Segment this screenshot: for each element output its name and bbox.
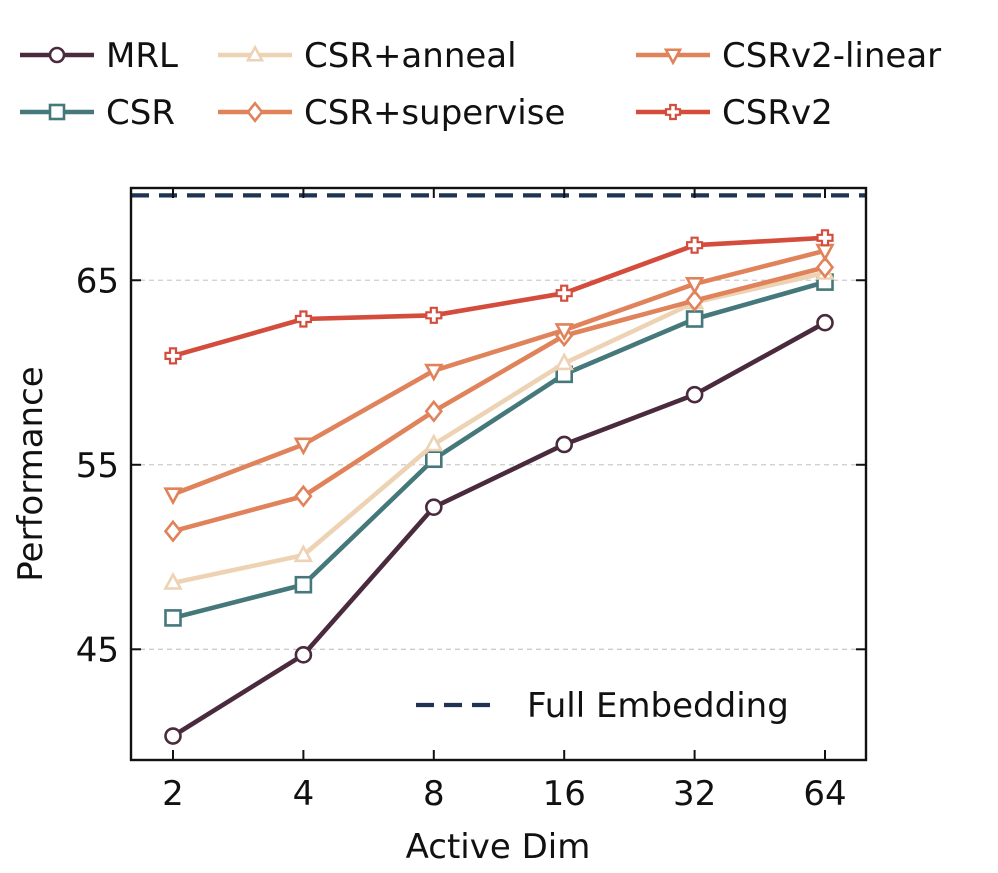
- data-point: [554, 323, 574, 342]
- data-point: [684, 277, 705, 295]
- series-line: [172, 279, 826, 621]
- data-point: [554, 352, 574, 371]
- legend-label: Full Embedding: [527, 686, 789, 726]
- data-point: [424, 433, 444, 452]
- legend-marker: [245, 44, 265, 62]
- y-tick-label: 65: [76, 261, 119, 301]
- data-point: [164, 347, 182, 365]
- data-point: [816, 229, 834, 247]
- legend-marker: [664, 103, 682, 121]
- x-tick-label: 16: [543, 774, 586, 814]
- legend-item: MRL: [20, 36, 178, 76]
- data-point: [424, 498, 443, 517]
- y-axis-label: Performance: [11, 366, 51, 581]
- data-point: [294, 310, 312, 328]
- data-point: [294, 484, 313, 508]
- legend-label: CSRv2-linear: [722, 36, 941, 76]
- series-line: [171, 320, 827, 738]
- data-point: [163, 571, 183, 590]
- data-point: [163, 487, 183, 506]
- data-point: [685, 385, 704, 404]
- data-point: [163, 519, 183, 543]
- y-tick-label: 55: [76, 446, 119, 486]
- data-point: [294, 575, 313, 594]
- series-csrv2: [164, 229, 834, 365]
- series-csr-anneal: [163, 261, 835, 590]
- legend-marker: [246, 101, 264, 123]
- legend-label: CSRv2: [722, 93, 833, 133]
- series-line: [172, 270, 826, 586]
- data-point: [294, 646, 313, 664]
- data-point: [293, 544, 314, 563]
- x-tick-label: 32: [673, 774, 716, 814]
- data-point: [425, 306, 443, 324]
- axis-ticks: 45 55 65 2 4 8 16 32 64: [76, 188, 866, 814]
- data-point: [685, 310, 704, 328]
- data-point: [816, 313, 834, 332]
- legend-label: MRL: [106, 36, 178, 76]
- data-point: [424, 450, 443, 469]
- series-line: [172, 265, 826, 534]
- data-point: [424, 399, 443, 423]
- legend-label: CSR+supervise: [304, 93, 565, 133]
- legend-label: CSR+anneal: [304, 36, 517, 76]
- series-csr-supervise: [163, 255, 835, 543]
- legend: MRL CSR CSR+anneal CSR+supervise CSRv2-linea…: [20, 36, 941, 133]
- plot-frame: [129, 186, 868, 762]
- legend-item: CSR+supervise: [218, 93, 565, 133]
- legend-marker: [48, 46, 66, 64]
- series-csr: [164, 273, 834, 627]
- x-axis-label: Active Dim: [406, 827, 591, 867]
- y-tick-label: 45: [76, 630, 119, 670]
- legend-label: CSR: [106, 93, 175, 133]
- x-tick-label: 4: [293, 774, 315, 814]
- legend-item: CSR: [20, 93, 175, 133]
- series-line: [172, 248, 826, 497]
- legend-item: CSRv2: [636, 93, 833, 133]
- data-point: [555, 284, 573, 302]
- data-point: [555, 435, 574, 454]
- x-tick-label: 64: [803, 774, 846, 814]
- x-tick-label: 2: [162, 774, 184, 814]
- series-line: [172, 235, 826, 359]
- data-point: [164, 727, 182, 745]
- data-point: [815, 255, 835, 279]
- data-point: [424, 363, 444, 382]
- legend-item: CSR+anneal: [218, 36, 517, 76]
- reference-legend: Full Embedding: [416, 686, 789, 726]
- legend-item: CSRv2-linear: [636, 36, 941, 76]
- series-group: [163, 229, 835, 745]
- legend-marker: [663, 48, 683, 66]
- series-csrv2-linear: [163, 243, 835, 506]
- series-mrl: [164, 313, 834, 745]
- data-point: [293, 437, 314, 456]
- gridlines: [131, 279, 866, 650]
- data-point: [685, 236, 704, 254]
- legend-marker: [48, 103, 66, 121]
- x-tick-label: 8: [423, 774, 445, 814]
- data-point: [685, 289, 704, 313]
- data-point: [164, 609, 182, 627]
